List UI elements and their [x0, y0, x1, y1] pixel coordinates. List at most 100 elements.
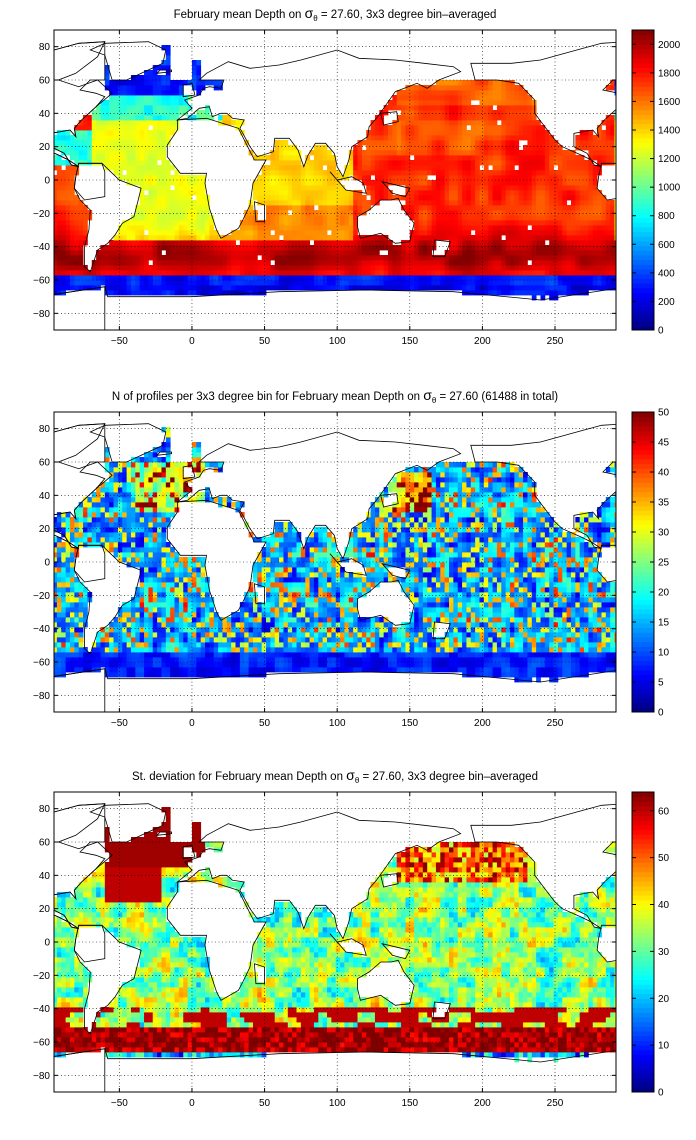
- heatmap-cell: [427, 275, 432, 281]
- heatmap-cell: [170, 180, 175, 186]
- heatmap-cell: [152, 175, 158, 181]
- heatmap-cell: [357, 250, 363, 256]
- heatmap-cell: [100, 140, 106, 146]
- heatmap-cell: [566, 165, 572, 171]
- heatmap-cell: [527, 165, 533, 171]
- colorbar-segment: [632, 128, 654, 134]
- heatmap-cell: [544, 205, 550, 211]
- heatmap-cell: [479, 120, 485, 126]
- heatmap-cell: [457, 195, 463, 201]
- heatmap-cell: [170, 80, 175, 86]
- heatmap-cell: [527, 125, 533, 131]
- heatmap-cell: [366, 145, 371, 151]
- heatmap-cell: [148, 80, 154, 86]
- heatmap-cell: [435, 215, 441, 221]
- heatmap-cell: [509, 115, 515, 121]
- heatmap-cell: [492, 90, 498, 96]
- heatmap-cell: [318, 170, 324, 176]
- colorbar-segment: [632, 76, 654, 83]
- heatmap-cell: [235, 125, 241, 131]
- heatmap-cell: [553, 150, 559, 156]
- heatmap-cell: [270, 280, 276, 286]
- heatmap-cell: [117, 672, 123, 678]
- heatmap-cell: [327, 210, 332, 216]
- heatmap-cell: [353, 205, 358, 211]
- heatmap-cell: [196, 275, 202, 281]
- heatmap-cell: [592, 255, 598, 261]
- heatmap-cell: [492, 275, 498, 281]
- heatmap-cell: [610, 220, 615, 226]
- heatmap-cell: [200, 290, 206, 296]
- heatmap-cell: [74, 200, 80, 206]
- heatmap-cell: [126, 245, 132, 251]
- heatmap-cell: [148, 255, 154, 261]
- heatmap-cell: [575, 165, 581, 171]
- heatmap-cell: [135, 285, 141, 291]
- heatmap-cell: [109, 115, 114, 121]
- heatmap-cell: [178, 100, 184, 106]
- heatmap-cell: [83, 205, 88, 211]
- heatmap-cell: [383, 140, 389, 146]
- heatmap-cell: [584, 275, 589, 281]
- heatmap-cell: [422, 180, 428, 186]
- heatmap-cell: [614, 135, 616, 141]
- heatmap-cell: [231, 230, 236, 236]
- heatmap-cell: [605, 145, 611, 151]
- heatmap-cell: [239, 240, 245, 246]
- heatmap-cell: [605, 270, 611, 276]
- heatmap-cell: [261, 265, 267, 271]
- heatmap-cell: [614, 250, 616, 256]
- heatmap-cell: [161, 105, 167, 111]
- heatmap-cell: [274, 220, 280, 226]
- heatmap-cell: [518, 215, 524, 221]
- heatmap-cell: [444, 160, 450, 166]
- heatmap-cell: [418, 245, 424, 251]
- heatmap-cell: [562, 210, 568, 216]
- heatmap-cell: [544, 270, 550, 276]
- heatmap-cell: [353, 190, 358, 196]
- heatmap-cell: [117, 85, 123, 91]
- heatmap-cell: [309, 230, 315, 236]
- heatmap-cell: [152, 80, 158, 86]
- heatmap-cell: [470, 140, 476, 146]
- heatmap-cell: [353, 175, 358, 181]
- heatmap-cell: [331, 240, 337, 246]
- heatmap-cell: [239, 250, 245, 256]
- heatmap-cell: [479, 160, 485, 166]
- heatmap-cell: [440, 100, 446, 106]
- heatmap-cell: [196, 647, 202, 653]
- heatmap-cell: [113, 85, 119, 91]
- heatmap-cell: [435, 155, 441, 161]
- heatmap-cell: [427, 657, 432, 663]
- heatmap-cell: [213, 270, 219, 276]
- heatmap-cell: [610, 260, 615, 266]
- heatmap-cell: [531, 175, 537, 181]
- heatmap-cell: [122, 110, 128, 116]
- heatmap-cell: [61, 280, 67, 286]
- heatmap-cell: [331, 652, 337, 658]
- heatmap-cell: [422, 190, 428, 196]
- heatmap-cell: [562, 270, 568, 276]
- heatmap-cell: [523, 205, 528, 211]
- heatmap-cell: [479, 270, 485, 276]
- heatmap-cell: [392, 140, 398, 146]
- heatmap-cell: [392, 647, 398, 653]
- heatmap-cell: [483, 125, 489, 131]
- heatmap-cell: [69, 662, 75, 668]
- heatmap-cell: [584, 230, 589, 236]
- heatmap-cell: [56, 647, 62, 653]
- heatmap-cell: [562, 155, 568, 161]
- heatmap-cell: [144, 155, 149, 161]
- heatmap-cell: [191, 657, 197, 663]
- heatmap-cell: [170, 285, 175, 291]
- heatmap-cell: [575, 235, 581, 241]
- heatmap-cell: [252, 195, 258, 201]
- heatmap-cell: [109, 265, 114, 271]
- heatmap-cell: [287, 265, 293, 271]
- heatmap-cell: [283, 210, 289, 216]
- heatmap-cell: [462, 170, 467, 176]
- heatmap-cell: [527, 180, 533, 186]
- heatmap-cell: [505, 647, 511, 653]
- heatmap-cell: [601, 260, 607, 266]
- heatmap-cell: [449, 145, 454, 151]
